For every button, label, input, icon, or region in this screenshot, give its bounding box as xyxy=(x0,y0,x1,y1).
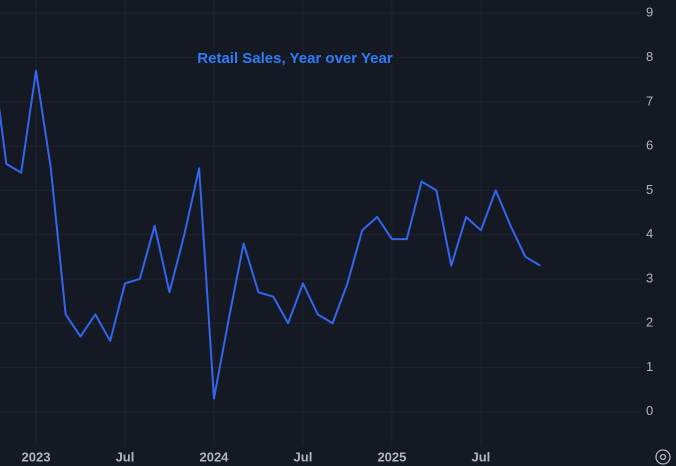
x-tick-label: Jul xyxy=(116,449,135,464)
x-tick-label: 2025 xyxy=(377,449,406,464)
y-tick-label: 1 xyxy=(646,359,653,374)
x-tick-label: 2024 xyxy=(199,449,229,464)
y-tick-label: 5 xyxy=(646,182,653,197)
y-tick-label: 6 xyxy=(646,138,653,153)
y-tick-label: 9 xyxy=(646,5,653,20)
y-tick-label: 8 xyxy=(646,49,653,64)
y-tick-label: 3 xyxy=(646,270,653,285)
x-tick-label: Jul xyxy=(294,449,313,464)
data-line xyxy=(0,69,541,400)
y-tick-label: 2 xyxy=(646,315,653,330)
x-tick-label: 2023 xyxy=(22,449,51,464)
x-tick-label: Jul xyxy=(472,449,491,464)
y-tick-label: 0 xyxy=(646,403,653,418)
y-tick-label: 4 xyxy=(646,226,653,241)
y-tick-label: 7 xyxy=(646,93,653,108)
settings-icon[interactable] xyxy=(655,449,671,465)
plot xyxy=(0,69,541,400)
chart-title: Retail Sales, Year over Year xyxy=(197,50,393,67)
